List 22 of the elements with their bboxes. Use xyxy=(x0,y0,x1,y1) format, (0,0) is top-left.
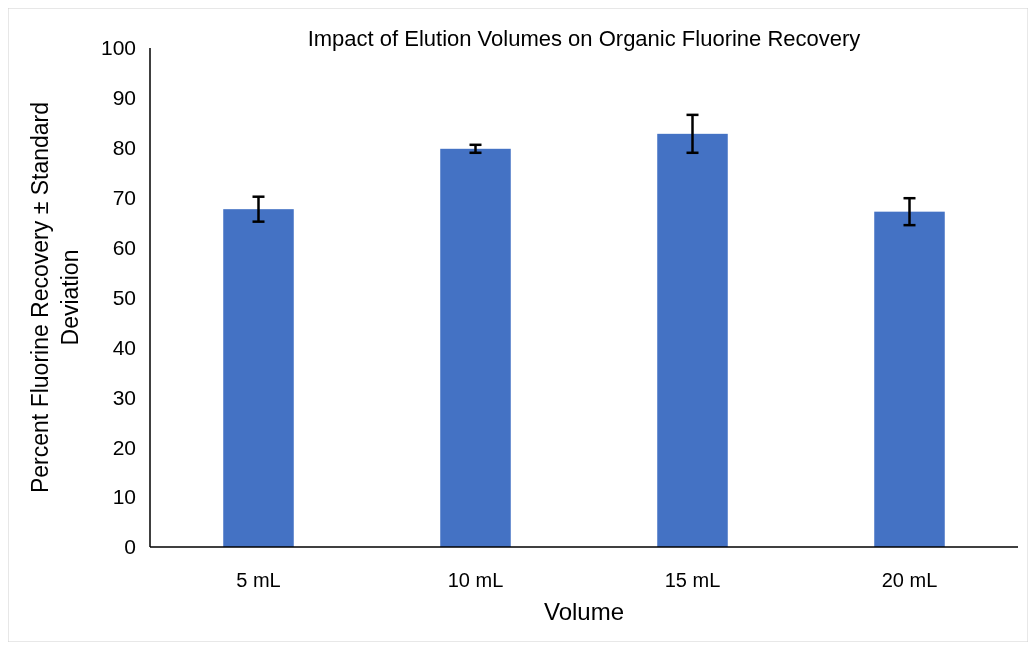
chart-title: Impact of Elution Volumes on Organic Fluorine Recovery xyxy=(307,26,861,51)
y-tick-label: 50 xyxy=(112,285,136,309)
y-tick-label: 70 xyxy=(112,186,136,210)
y-tick-label: 30 xyxy=(112,385,136,409)
y-tick-label: 100 xyxy=(100,36,136,60)
x-axis-title: Volume xyxy=(543,598,625,625)
y-tick-label: 60 xyxy=(112,235,136,259)
y-axis-title: Percent Fluorine Recovery ± Standard Deviation xyxy=(27,101,83,494)
bar xyxy=(223,209,294,547)
bar xyxy=(440,148,511,547)
x-tick-label: 15 mL xyxy=(664,569,721,591)
y-tick-label: 20 xyxy=(112,435,136,459)
y-tick-label: 90 xyxy=(112,86,136,110)
x-tick-label: 5 mL xyxy=(236,569,281,591)
x-tick-label: 10 mL xyxy=(447,569,504,591)
y-tick-label: 80 xyxy=(112,136,136,160)
y-tick-label: 0 xyxy=(124,535,136,559)
bar xyxy=(657,133,728,547)
bar xyxy=(874,211,945,547)
x-tick-label: 20 mL xyxy=(881,569,938,591)
y-tick-label: 10 xyxy=(112,485,136,509)
y-tick-label: 40 xyxy=(112,335,136,359)
